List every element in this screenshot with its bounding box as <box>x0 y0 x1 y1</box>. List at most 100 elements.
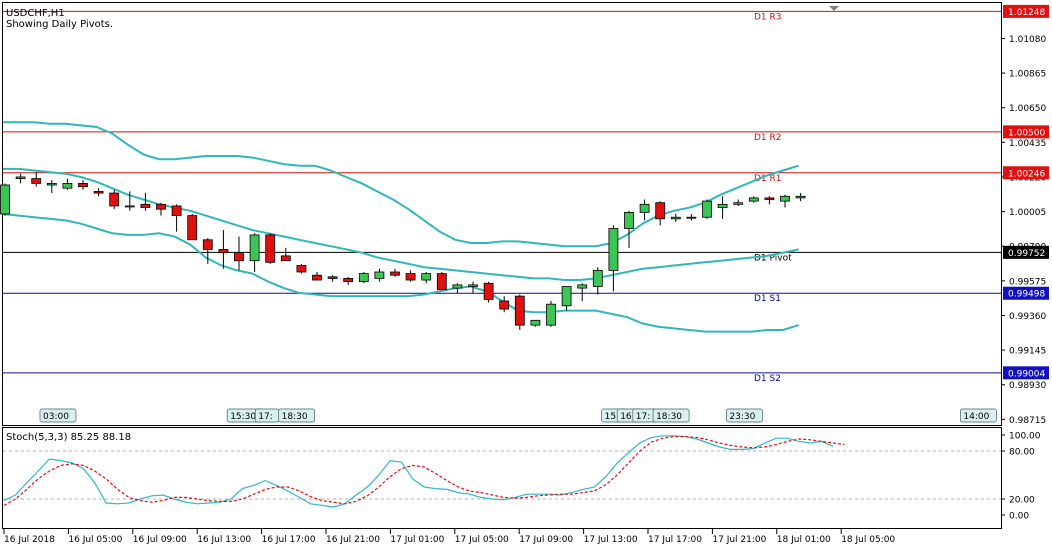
candle <box>733 202 744 205</box>
candle <box>296 265 307 273</box>
candle <box>530 319 541 326</box>
candle <box>187 215 198 241</box>
scroll-marker-icon[interactable] <box>829 6 839 11</box>
candle <box>748 197 759 202</box>
candle <box>405 273 416 281</box>
stochastic-layer: 100.00 80.00 20.00 0.00 <box>3 432 1041 522</box>
candle <box>78 182 88 188</box>
candle <box>343 278 354 283</box>
stoch-tick-label: 100.00 <box>1009 432 1041 442</box>
time-tick-label: 16 Jul 13:00 <box>197 535 251 545</box>
pivot-price-badge <box>1003 245 1049 259</box>
candle <box>592 269 603 287</box>
time-tag <box>960 408 997 423</box>
candle <box>452 284 463 289</box>
time-tag-label: 23:30 <box>729 412 755 422</box>
pivot-price-label: 0.99004 <box>1008 369 1045 379</box>
time-tick-label: 18 Jul 05:00 <box>841 535 895 545</box>
stoch-pane-frame <box>2 427 1002 529</box>
pivot-label: D1 Pivot <box>754 253 792 263</box>
price-tick-label: 1.00435 <box>1009 139 1046 149</box>
pivot-price-badge <box>1003 166 1049 180</box>
bollinger-middle-line <box>3 167 799 281</box>
time-tag <box>39 408 77 423</box>
stoch-tick-label: 80.00 <box>1009 448 1035 458</box>
candle <box>624 211 634 229</box>
pivot-label: D1 R2 <box>754 133 782 143</box>
main-pane-frame <box>2 2 1002 426</box>
candle <box>249 234 260 262</box>
symbol-title: USDCHF,H1 <box>6 8 65 19</box>
candle <box>468 284 478 287</box>
time-tag-label: 15:30 <box>230 412 256 422</box>
stoch-signal-line <box>3 436 845 506</box>
pivot-price-label: 1.00500 <box>1008 128 1045 138</box>
pivot-label: D1 R3 <box>754 12 782 22</box>
candle <box>327 276 338 279</box>
candle <box>577 284 588 289</box>
candle <box>764 197 775 200</box>
candle <box>686 216 697 219</box>
price-tick-label: 0.98930 <box>1009 381 1046 391</box>
candle <box>140 203 151 208</box>
price-axis: 1.010801.008651.006501.004351.002201.000… <box>1001 4 1049 426</box>
candle <box>15 176 26 179</box>
time-tick-label: 16 Jul 09:00 <box>133 535 187 545</box>
stoch-main-line <box>3 435 834 508</box>
time-tags-layer: 03:00 15:30 17: 18:30 15: 16: 17: 18:30 23:30 14:… <box>39 408 997 423</box>
time-tick-label: 16 Jul 2018 <box>4 535 55 545</box>
pivot-price-badge <box>1003 125 1049 139</box>
candle <box>62 182 73 189</box>
time-tag-label: 16: <box>620 412 634 422</box>
pivot-price-badge <box>1003 366 1049 380</box>
candle <box>608 228 619 271</box>
time-tick-label: 17 Jul 09:00 <box>519 535 573 545</box>
bollinger-lower-line <box>2 213 799 333</box>
candle <box>639 203 650 213</box>
price-tick-label: 0.99360 <box>1009 312 1046 322</box>
candles-layer <box>0 172 806 330</box>
time-tick-label: 16 Jul 05:00 <box>68 535 122 545</box>
pivot-price-label: 1.01248 <box>1008 8 1045 18</box>
candle <box>717 203 728 208</box>
time-tick-label: 17 Jul 21:00 <box>712 535 766 545</box>
price-tick-label: 0.99575 <box>1009 277 1046 287</box>
bollinger-bands-layer <box>2 121 799 333</box>
time-tag <box>278 408 316 423</box>
candle <box>780 195 790 202</box>
time-tick-label: 18 Jul 01:00 <box>777 535 831 545</box>
candle <box>265 234 276 263</box>
candle <box>655 202 666 220</box>
time-tag-label: 18:30 <box>282 412 308 422</box>
candle <box>124 205 135 208</box>
time-tick-label: 17 Jul 13:00 <box>584 535 638 545</box>
time-tag-label: 17: <box>636 412 650 422</box>
candle <box>156 203 166 210</box>
candle <box>795 195 806 199</box>
candle <box>436 273 447 291</box>
pivot-price-label: 0.99752 <box>1008 249 1045 259</box>
candle <box>702 200 712 218</box>
stoch-tick-label: 20.00 <box>1009 496 1035 506</box>
time-tag-label: 18:30 <box>656 412 682 422</box>
candle <box>218 249 229 254</box>
price-tick-label: 1.01080 <box>1009 35 1046 45</box>
pivot-price-badge <box>1003 286 1049 300</box>
candle <box>109 192 120 207</box>
pivot-note: Showing Daily Pivots. <box>6 19 113 30</box>
time-tag-label: 15: <box>605 412 619 422</box>
time-tag-label: 17: <box>258 412 272 422</box>
price-tick-label: 0.99145 <box>1009 347 1046 357</box>
pivot-price-label: 0.99498 <box>1008 290 1045 300</box>
candle <box>390 271 400 276</box>
time-tick-label: 17 Jul 01:00 <box>390 535 444 545</box>
pivot-price-label: 1.00246 <box>1008 169 1045 179</box>
price-tick-label: 0.98715 <box>1009 416 1046 426</box>
candle <box>670 216 681 220</box>
price-tick-label: 1.00005 <box>1009 208 1046 218</box>
candle <box>421 273 432 281</box>
candle <box>93 191 104 194</box>
candle <box>280 255 291 262</box>
